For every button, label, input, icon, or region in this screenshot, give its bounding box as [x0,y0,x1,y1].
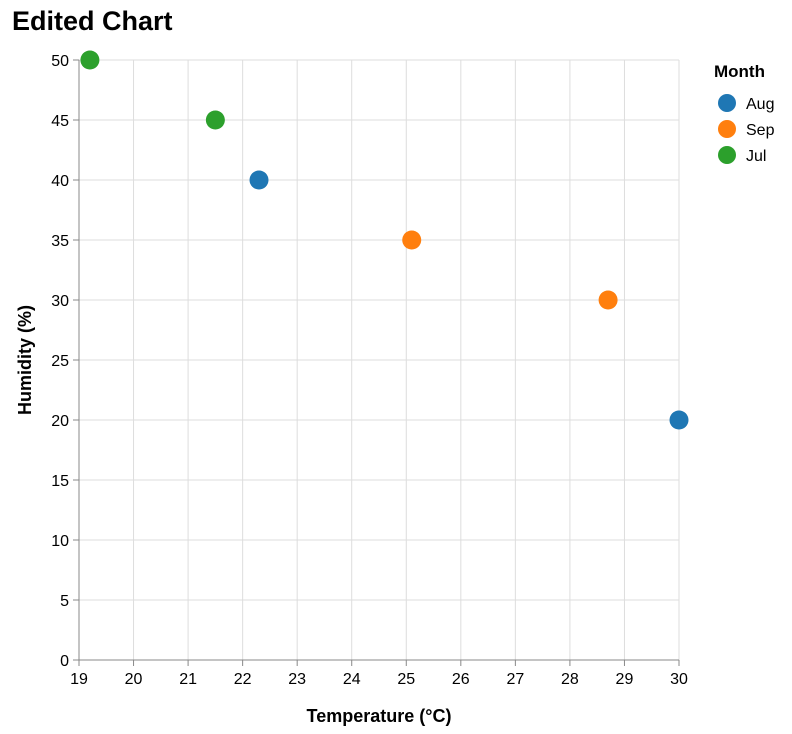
y-tick-label: 45 [51,113,69,130]
data-point-sep [402,230,422,250]
y-tick-label: 15 [51,473,69,490]
x-tick-label: 29 [616,671,634,688]
data-point-jul [80,50,100,70]
y-tick-label: 40 [51,173,69,190]
y-axis-title: Humidity (%) [15,305,35,415]
x-tick-label: 20 [125,671,143,688]
x-tick-label: 24 [343,671,361,688]
y-tick-label: 10 [51,533,69,550]
chart-title: Edited Chart [12,6,173,36]
x-tick-label: 22 [234,671,252,688]
grid-lines [78,59,680,661]
x-tick-label: 23 [288,671,306,688]
y-tick-label: 0 [60,653,69,670]
legend-symbol-jul [718,146,736,164]
x-axis-title: Temperature (°C) [307,706,452,726]
legend: Month Aug Sep Jul [714,62,775,165]
x-tick-label: 30 [670,671,688,688]
data-point-aug [669,410,689,430]
data-point-sep [598,290,618,310]
x-tick-label: 19 [70,671,88,688]
x-tick-label: 25 [397,671,415,688]
legend-label-sep: Sep [746,122,775,139]
legend-symbol-sep [718,120,736,138]
y-tick-label: 30 [51,293,69,310]
y-tick-label: 25 [51,353,69,370]
legend-symbol-aug [718,94,736,112]
x-tick-label: 26 [452,671,470,688]
data-point-aug [249,170,269,190]
axes: 19 20 21 22 23 24 25 26 27 28 29 30 0 5 10 15 20 25 30 35 40… [51,53,688,688]
legend-label-aug: Aug [746,96,774,113]
x-tick-label: 27 [506,671,524,688]
y-tick-label: 20 [51,413,69,430]
data-point-jul [205,110,225,130]
data-points [80,50,689,430]
legend-title: Month [714,62,765,81]
y-tick-label: 50 [51,53,69,70]
y-tick-label: 5 [60,593,69,610]
y-tick-label: 35 [51,233,69,250]
x-tick-label: 28 [561,671,579,688]
legend-label-jul: Jul [746,148,766,165]
x-tick-label: 21 [179,671,197,688]
